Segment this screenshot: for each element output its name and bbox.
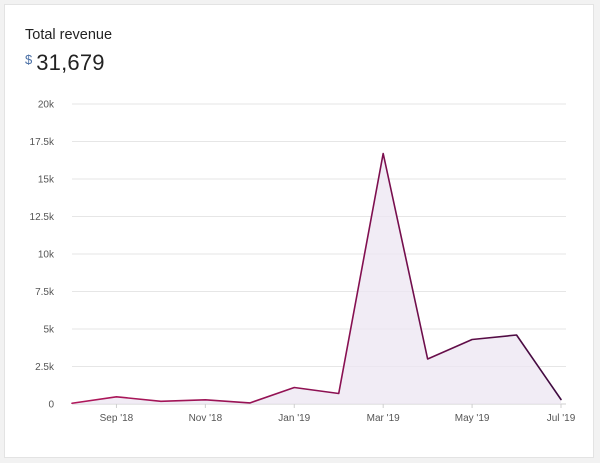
y-tick-label: 5k (43, 325, 55, 336)
currency-symbol: $ (25, 52, 33, 67)
x-tick-label: Sep '18 (100, 413, 134, 424)
x-tick-label: Mar '19 (367, 413, 400, 424)
total-amount: 31,679 (36, 50, 105, 75)
line-layer (70, 152, 563, 405)
y-tick-label: 2.5k (35, 362, 55, 373)
x-tick-label: Jul '19 (547, 413, 576, 424)
y-tick-label: 7.5k (35, 287, 55, 298)
y-tick-label: 20k (38, 100, 55, 111)
x-tick-label: May '19 (455, 413, 490, 424)
data-point (114, 395, 118, 399)
y-tick-label: 0 (48, 400, 54, 411)
x-tick-label: Jan '19 (278, 413, 310, 424)
data-point (381, 152, 385, 156)
revenue-card: Total revenue $31,679 (4, 4, 594, 458)
y-tick-label: 12.5k (30, 212, 55, 223)
x-axis: Sep '18 Nov '18 Jan '19 Mar '19 May '19 Jul '… (100, 404, 576, 424)
y-tick-label: 15k (38, 175, 55, 186)
area-layer (72, 153, 561, 404)
data-point (426, 357, 430, 361)
data-point (470, 338, 474, 342)
data-point (292, 386, 296, 390)
y-axis: 0 2.5k 5k 7.5k 10k 12.5k 15k 17.5k 20k (30, 100, 55, 411)
chart-title: Total revenue (25, 27, 113, 43)
data-point (559, 398, 563, 402)
series-area (72, 153, 561, 404)
x-tick-label: Nov '18 (189, 413, 223, 424)
data-point (515, 333, 519, 337)
total-revenue: $31,679 (25, 50, 105, 76)
series-line (71, 152, 562, 405)
data-point (159, 399, 163, 403)
y-tick-label: 10k (38, 250, 55, 261)
data-point (337, 392, 341, 396)
data-point (203, 398, 207, 402)
data-point (70, 401, 74, 405)
y-tick-label: 17.5k (30, 137, 55, 148)
data-point (248, 401, 252, 405)
